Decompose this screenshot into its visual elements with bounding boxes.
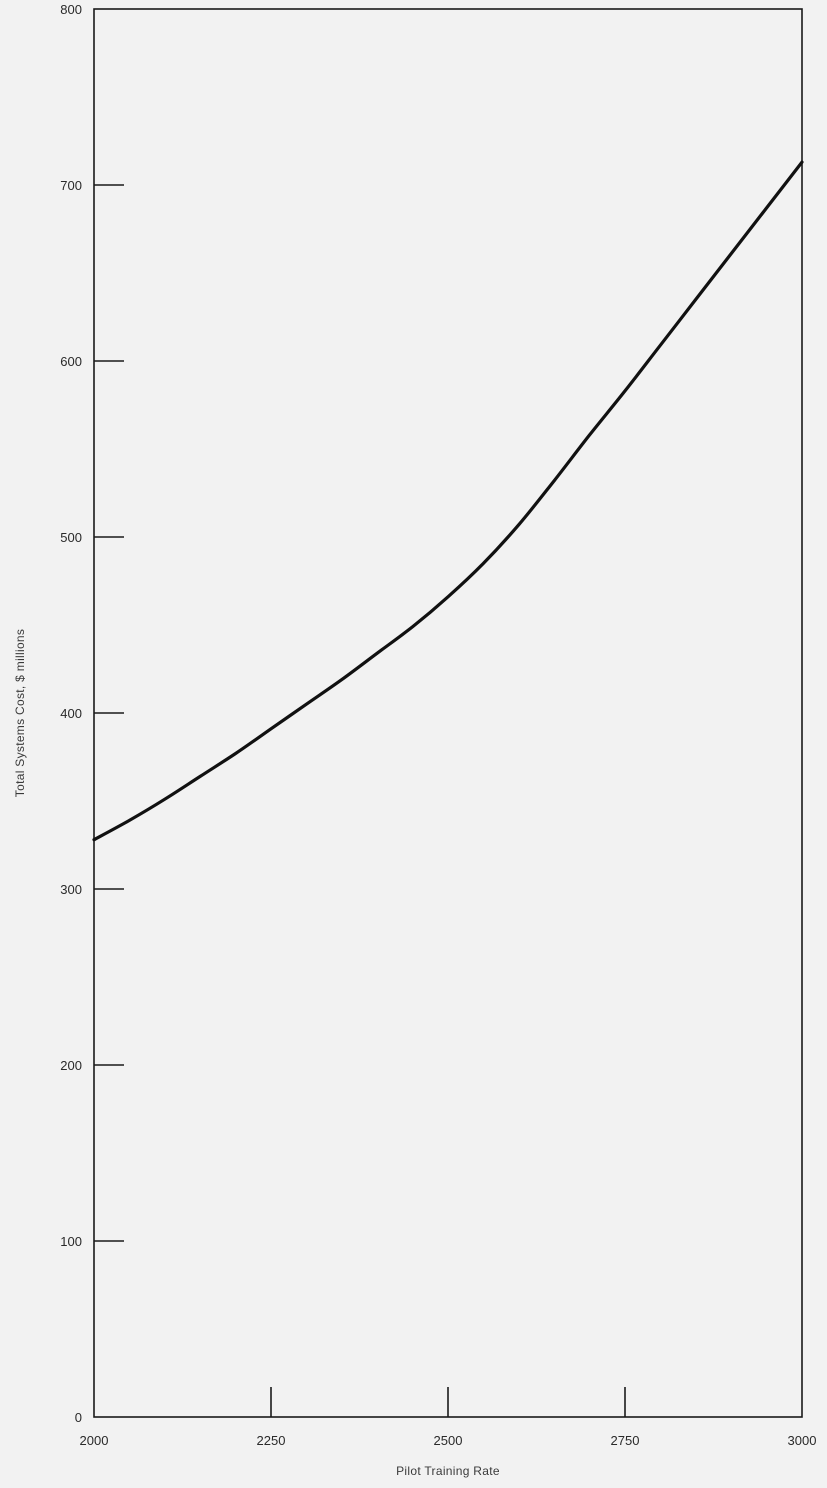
x-tick-label: 2000 <box>80 1433 109 1448</box>
y-tick-label: 0 <box>75 1410 82 1425</box>
x-tick-label: 2750 <box>611 1433 640 1448</box>
x-tick-label: 3000 <box>788 1433 817 1448</box>
y-axis-label: Total Systems Cost, $ millions <box>13 629 27 797</box>
y-tick-label: 200 <box>60 1058 82 1073</box>
y-tick-label: 100 <box>60 1234 82 1249</box>
x-tick-label: 2250 <box>257 1433 286 1448</box>
x-axis-ticks: 2000 2250 2500 2750 3000 <box>80 1387 817 1448</box>
y-tick-label: 800 <box>60 2 82 17</box>
series-line <box>92 160 804 842</box>
plot-frame <box>93 8 803 1418</box>
series-group <box>92 160 804 842</box>
x-axis-label: Pilot Training Rate <box>396 1464 500 1478</box>
y-tick-label: 700 <box>60 178 82 193</box>
y-axis-ticks: 0 100 200 300 400 500 600 700 800 <box>60 2 124 1425</box>
y-tick-label: 500 <box>60 530 82 545</box>
y-tick-label: 600 <box>60 354 82 369</box>
y-tick-label: 400 <box>60 706 82 721</box>
y-tick-label: 300 <box>60 882 82 897</box>
x-tick-label: 2500 <box>434 1433 463 1448</box>
